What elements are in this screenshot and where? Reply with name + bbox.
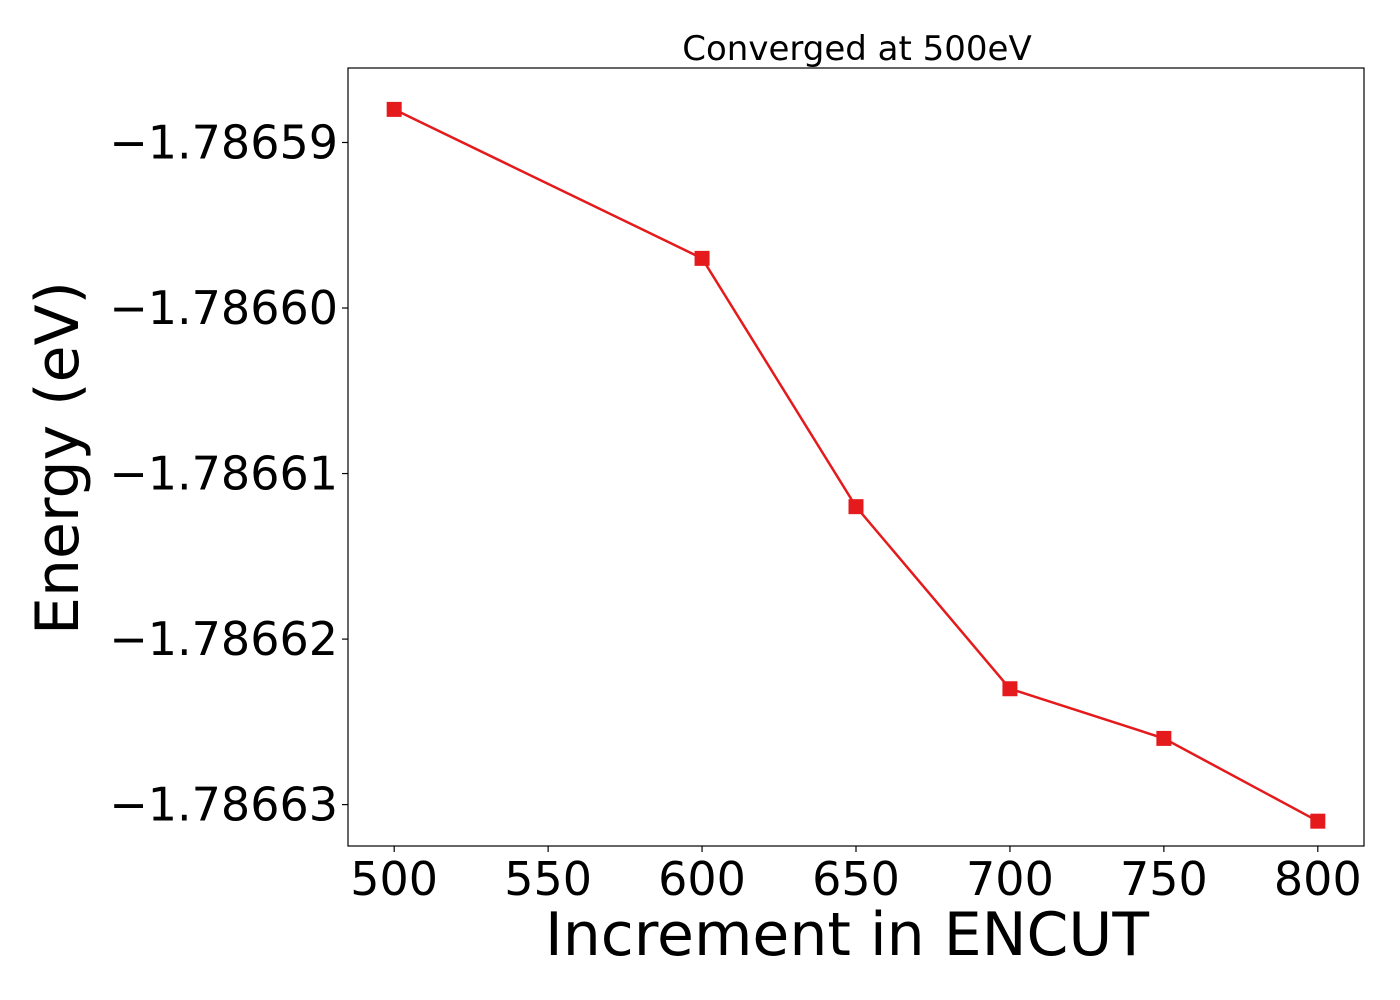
- x-tick-label: 800: [1274, 852, 1362, 906]
- y-tick-label: −1.78662: [109, 612, 338, 666]
- x-tick-label: 550: [504, 852, 592, 906]
- x-tick-label: 600: [658, 852, 746, 906]
- y-axis-label: Energy (eV): [23, 281, 93, 635]
- data-point: [694, 250, 710, 266]
- data-point: [1310, 813, 1326, 829]
- x-axis-label: Increment in ENCUT: [545, 900, 1149, 970]
- plot-area: [347, 67, 1365, 847]
- x-tick-label: 650: [812, 852, 900, 906]
- series-line: [393, 108, 1319, 823]
- x-axis: 500 550 600 650 700 750 800: [350, 846, 1362, 906]
- x-tick-label: 750: [1120, 852, 1208, 906]
- series-layer: [386, 101, 1326, 829]
- y-tick-label: −1.78663: [109, 778, 338, 832]
- y-tick-label: −1.78660: [109, 281, 338, 335]
- y-tick-label: −1.78659: [109, 115, 338, 169]
- y-axis: −1.78659 −1.78660 −1.78661 −1.78662 −1.78663: [109, 115, 348, 832]
- data-point: [386, 101, 402, 117]
- x-tick-label: 700: [966, 852, 1054, 906]
- data-point: [848, 499, 864, 515]
- data-point: [1156, 730, 1172, 746]
- y-tick-label: −1.78661: [109, 447, 338, 501]
- chart-title: Converged at 500eV: [682, 29, 1031, 69]
- data-point: [1002, 681, 1018, 697]
- x-tick-label: 500: [350, 852, 438, 906]
